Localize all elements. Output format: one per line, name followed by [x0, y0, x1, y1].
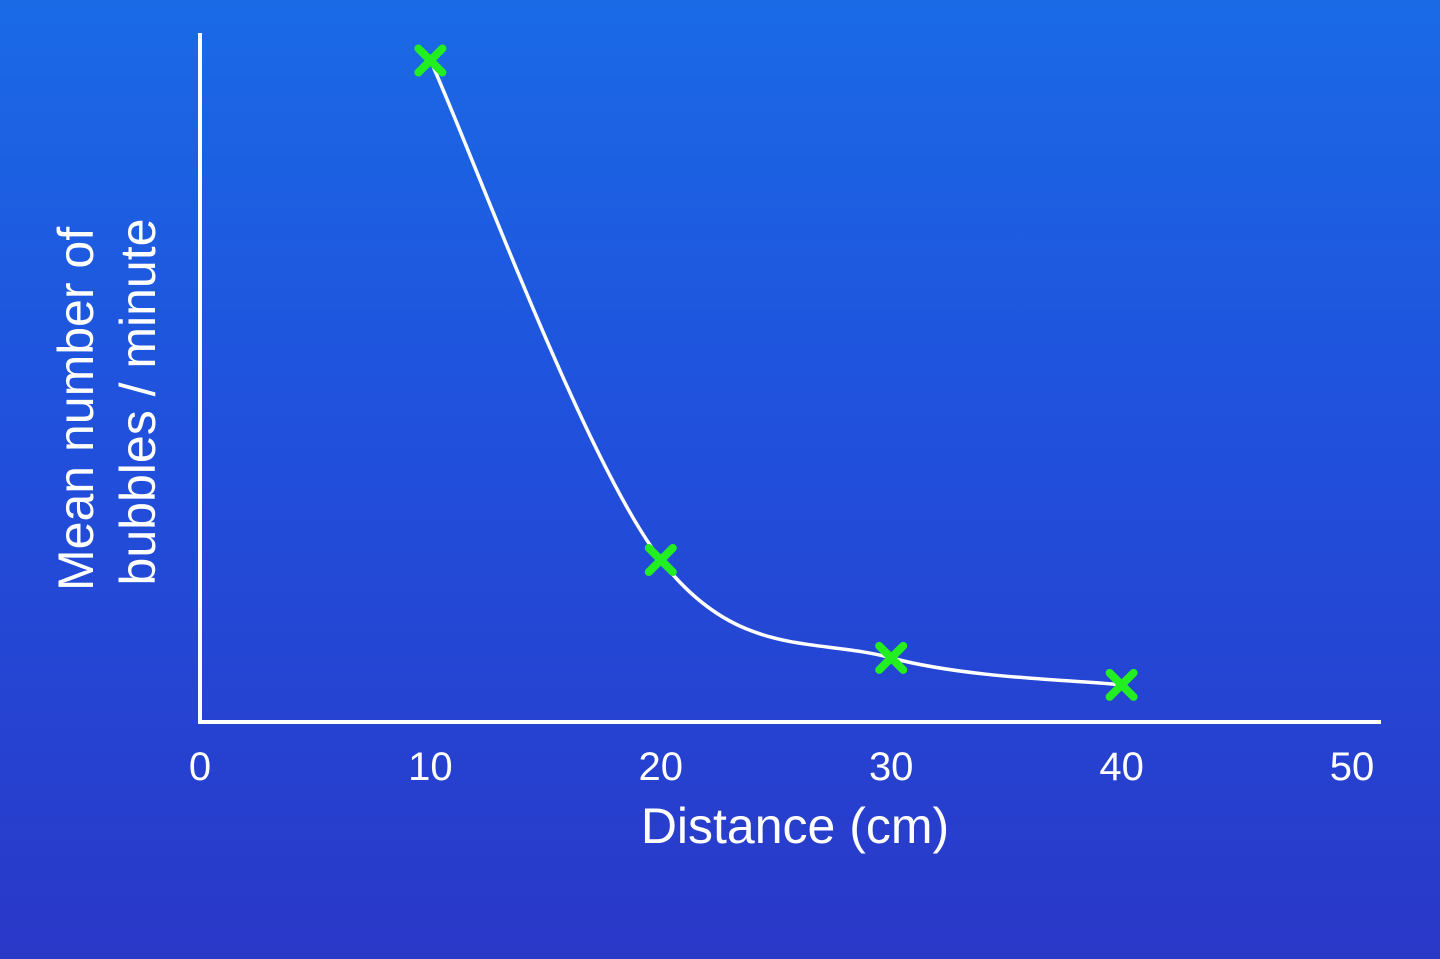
x-tick-label-0: 0 [189, 745, 211, 789]
marker-stroke [1105, 668, 1138, 701]
marker-stroke [875, 641, 908, 674]
data-points [414, 44, 1138, 701]
x-tick-label-20: 20 [639, 745, 684, 789]
axes [198, 33, 1381, 724]
y-axis-title-line-1: Mean number of [48, 227, 104, 591]
x-axis-title: Distance (cm) [641, 798, 949, 854]
x-tick-label-40: 40 [1099, 745, 1144, 789]
y-axis-title-line-2: bubbles / minute [110, 219, 166, 586]
x-tick-label-10: 10 [408, 745, 453, 789]
marker-stroke [414, 44, 447, 77]
marker-stroke [644, 544, 677, 576]
data-point-marker-x10 [414, 44, 447, 77]
data-point-marker-x30 [875, 641, 908, 674]
y-axis-title: Mean number of bubbles / minute [48, 213, 166, 591]
x-tick-labels: 0 10 20 30 40 50 [189, 745, 1374, 789]
data-point-marker-x40 [1105, 668, 1138, 701]
fit-curve [428, 59, 1122, 687]
data-point-marker-x20 [644, 544, 677, 576]
x-tick-label-50: 50 [1330, 745, 1375, 789]
x-tick-label-30: 30 [869, 745, 914, 789]
